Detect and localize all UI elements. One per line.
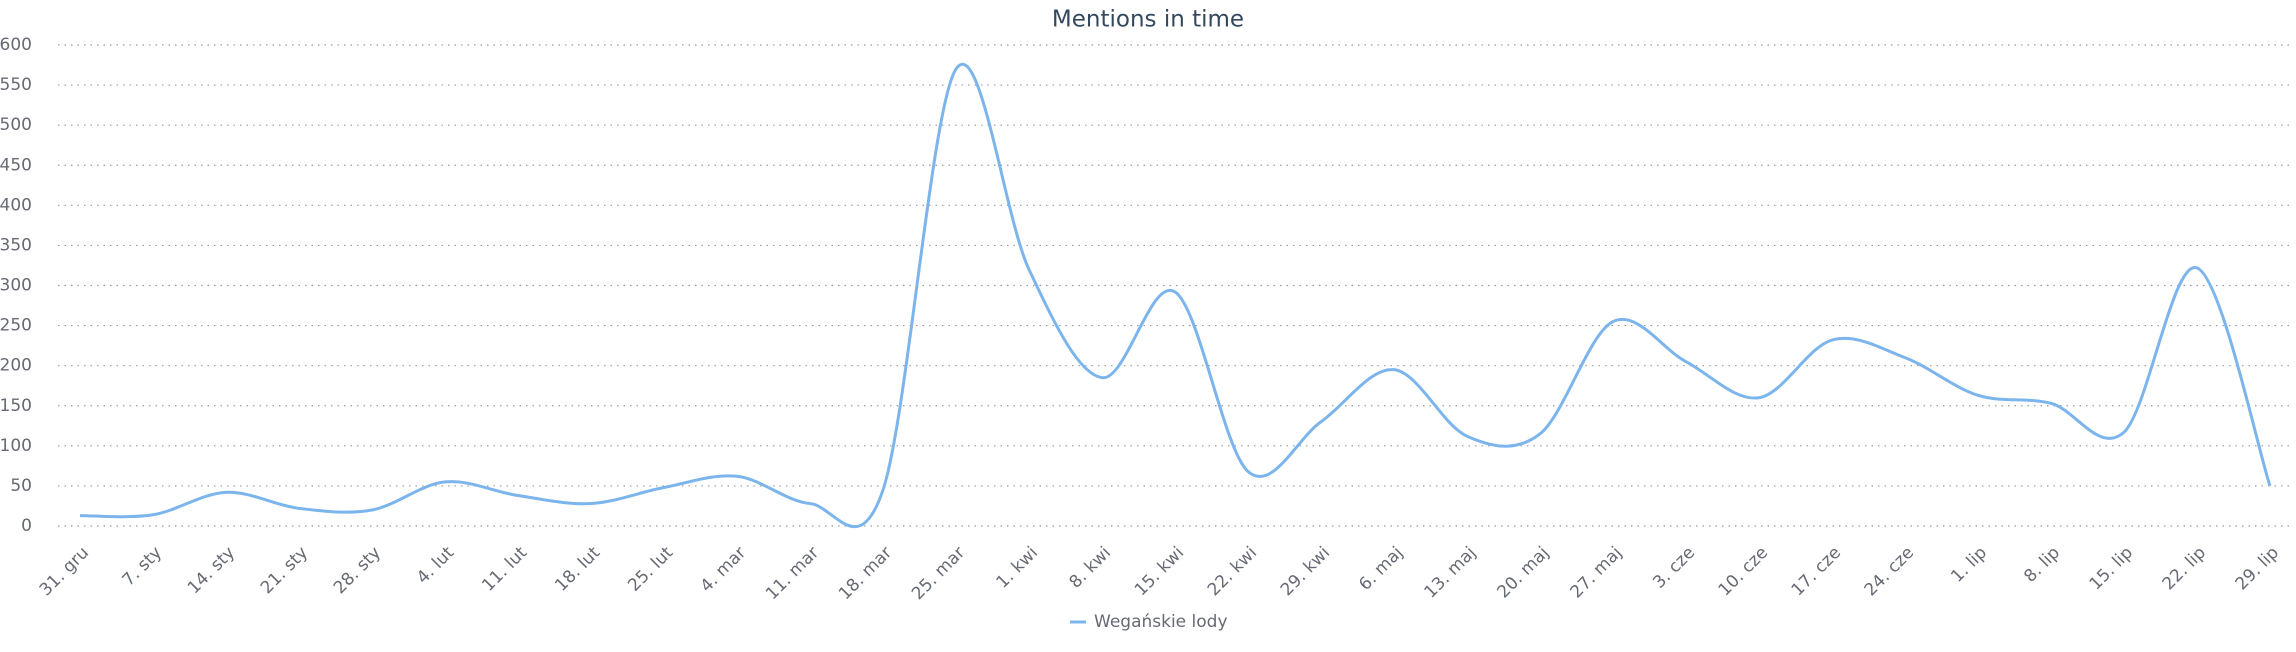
x-tick-label: 8. lip [2020,543,2064,587]
x-tick-label: 24. cze [1861,543,1918,600]
x-tick-label: 13. maj [1421,543,1480,602]
x-tick-label: 15. lip [2086,543,2137,594]
y-tick-label: 150 [0,396,32,416]
x-tick-label: 21. sty [257,543,312,598]
x-tick-label: 25. mar [908,543,969,604]
x-tick-label: 20. maj [1494,543,1553,602]
x-tick-label: 17. cze [1788,543,1845,600]
y-tick-label: 350 [0,235,32,255]
x-tick-label: 3. cze [1649,543,1699,593]
legend-label: Wegańskie lody [1094,612,1228,632]
y-tick-label: 200 [0,356,32,376]
y-tick-label: 100 [0,436,32,456]
x-tick-label: 29. lip [2232,543,2283,594]
x-tick-label: 4. mar [697,543,750,596]
x-tick-label: 18. mar [835,543,896,604]
x-tick-label: 31. gru [36,543,93,600]
x-tick-label: 22. kwi [1204,543,1261,600]
y-tick-label: 600 [0,35,32,55]
y-tick-label: 250 [0,316,32,336]
y-tick-label: 50 [10,476,32,496]
x-tick-label: 10. cze [1715,543,1772,600]
x-tick-label: 1. kwi [992,543,1042,593]
y-tick-label: 500 [0,115,32,135]
x-tick-label: 15. kwi [1131,543,1188,600]
chart-title: Mentions in time [1052,7,1244,33]
y-tick-label: 300 [0,276,32,296]
x-tick-label: 11. lut [478,543,531,596]
x-tick-label: 4. lut [413,543,458,588]
x-tick-label: 14. sty [184,543,239,598]
x-tick-label: 29. kwi [1277,543,1334,600]
x-tick-label: 11. mar [762,543,823,604]
y-tick-label: 550 [0,75,32,95]
x-tick-label: 18. lut [551,543,604,596]
x-tick-label: 7. sty [119,543,167,591]
y-tick-label: 400 [0,195,32,215]
y-tick-label: 0 [21,516,32,536]
x-tick-label: 27. maj [1567,543,1626,602]
x-tick-label: 8. kwi [1065,543,1115,593]
x-tick-label: 6. maj [1355,543,1407,595]
line [79,63,2272,529]
x-tick-label: 1. lip [1947,543,1991,587]
x-tick-label: 25. lut [624,543,677,596]
x-tick-label: 22. lip [2159,543,2210,594]
y-tick-label: 450 [0,155,32,175]
x-tick-label: 28. sty [330,543,385,598]
